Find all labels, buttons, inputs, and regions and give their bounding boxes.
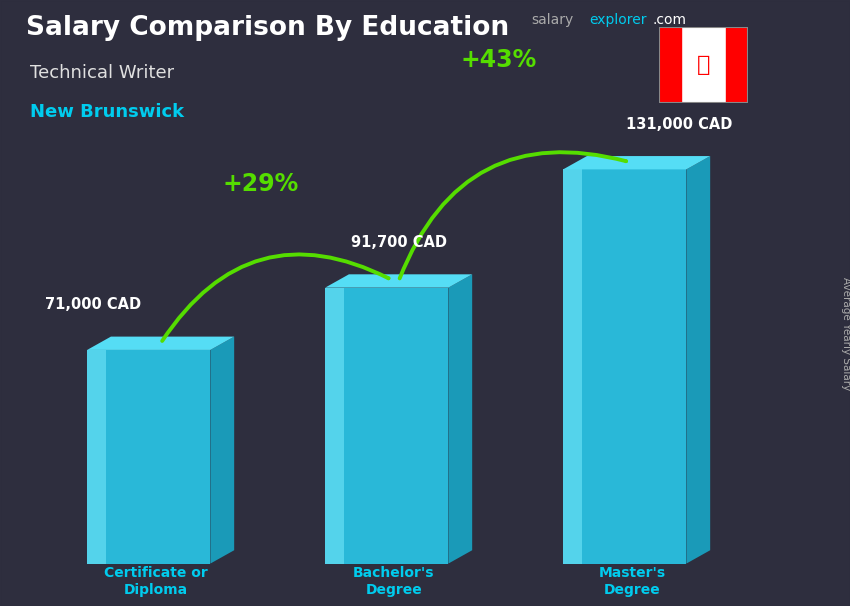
Text: Average Yearly Salary: Average Yearly Salary <box>841 277 850 390</box>
Bar <box>659 27 681 103</box>
Text: Certificate or
Diploma: Certificate or Diploma <box>104 565 207 597</box>
Bar <box>726 27 748 103</box>
Polygon shape <box>563 156 711 170</box>
Polygon shape <box>325 288 449 564</box>
Polygon shape <box>325 288 343 564</box>
Text: +43%: +43% <box>460 48 536 72</box>
Text: .com: .com <box>653 13 687 27</box>
Polygon shape <box>87 350 105 564</box>
Text: New Brunswick: New Brunswick <box>30 103 184 121</box>
Polygon shape <box>210 336 234 564</box>
Text: +29%: +29% <box>222 172 298 196</box>
FancyArrowPatch shape <box>162 255 388 341</box>
Text: Master's
Degree: Master's Degree <box>598 565 666 597</box>
Text: Salary Comparison By Education: Salary Comparison By Education <box>26 15 508 41</box>
FancyArrowPatch shape <box>400 152 626 278</box>
Polygon shape <box>87 350 210 564</box>
Polygon shape <box>563 170 581 564</box>
Text: explorer: explorer <box>589 13 647 27</box>
Text: Technical Writer: Technical Writer <box>30 64 174 82</box>
Text: 🍁: 🍁 <box>697 55 710 75</box>
Text: 71,000 CAD: 71,000 CAD <box>44 298 141 312</box>
Polygon shape <box>686 156 711 564</box>
Text: 131,000 CAD: 131,000 CAD <box>626 117 733 132</box>
Polygon shape <box>449 275 473 564</box>
Text: 91,700 CAD: 91,700 CAD <box>351 235 446 250</box>
Polygon shape <box>325 275 473 288</box>
Polygon shape <box>87 336 234 350</box>
Text: Bachelor's
Degree: Bachelor's Degree <box>353 565 434 597</box>
Polygon shape <box>563 170 686 564</box>
Text: salary: salary <box>531 13 574 27</box>
